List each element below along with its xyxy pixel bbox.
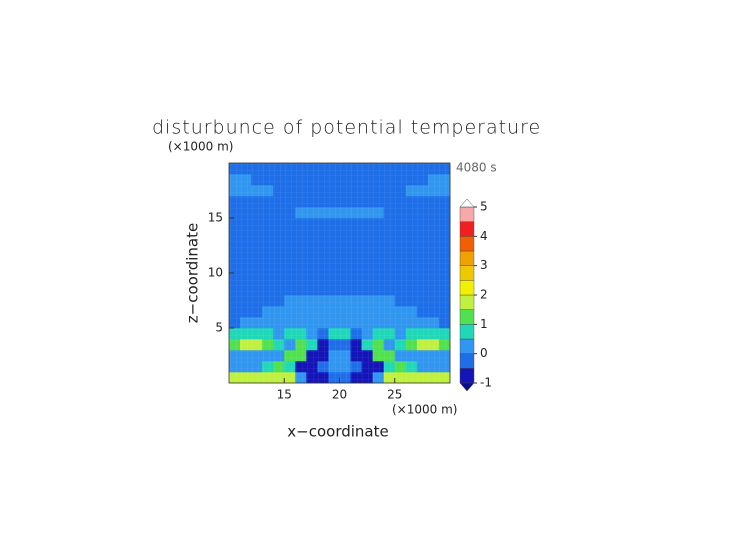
chart-title: disturbunce of potential temperature — [152, 117, 541, 139]
y-unit: (×1000 m) — [168, 140, 233, 154]
colorbar-tick-label: 2 — [480, 288, 488, 302]
x-tick-label: 25 — [387, 388, 402, 402]
y-tick-label: 5 — [215, 321, 223, 335]
colorbar-tick-label: -1 — [480, 376, 492, 390]
colorbar-band — [459, 324, 475, 340]
colorbar-tick-label: 1 — [480, 317, 488, 331]
colorbar-band — [459, 221, 475, 237]
x-tick-label: 15 — [277, 388, 292, 402]
colorbar-tick-label: 0 — [480, 346, 488, 360]
x-tick-label: 20 — [332, 388, 347, 402]
colorbar-tick-label: 3 — [480, 258, 488, 272]
colorbar-band — [459, 368, 475, 384]
x-axis-label: x−coordinate — [287, 423, 388, 441]
x-unit: (×1000 m) — [392, 403, 457, 417]
y-axis-label: z−coordinate — [184, 223, 202, 323]
colorbar-band — [459, 280, 475, 296]
y-tick-label: 15 — [208, 211, 223, 225]
colorbar-tick-label: 4 — [480, 229, 488, 243]
plot-frame — [228, 162, 451, 384]
colorbar-band — [459, 250, 475, 266]
colorbar-band — [459, 265, 475, 281]
y-tick-label: 10 — [208, 266, 223, 280]
colorbar-band — [459, 353, 475, 369]
colorbar-band — [459, 309, 475, 325]
colorbar-band — [459, 236, 475, 252]
colorbar-band — [459, 206, 475, 222]
colorbar-band — [459, 338, 475, 354]
colorbar-band — [459, 294, 475, 310]
colorbar-over — [459, 198, 475, 208]
colorbar-under — [459, 382, 475, 392]
colorbar-tick-label: 5 — [480, 200, 488, 214]
time-label: 4080 s — [456, 161, 497, 175]
